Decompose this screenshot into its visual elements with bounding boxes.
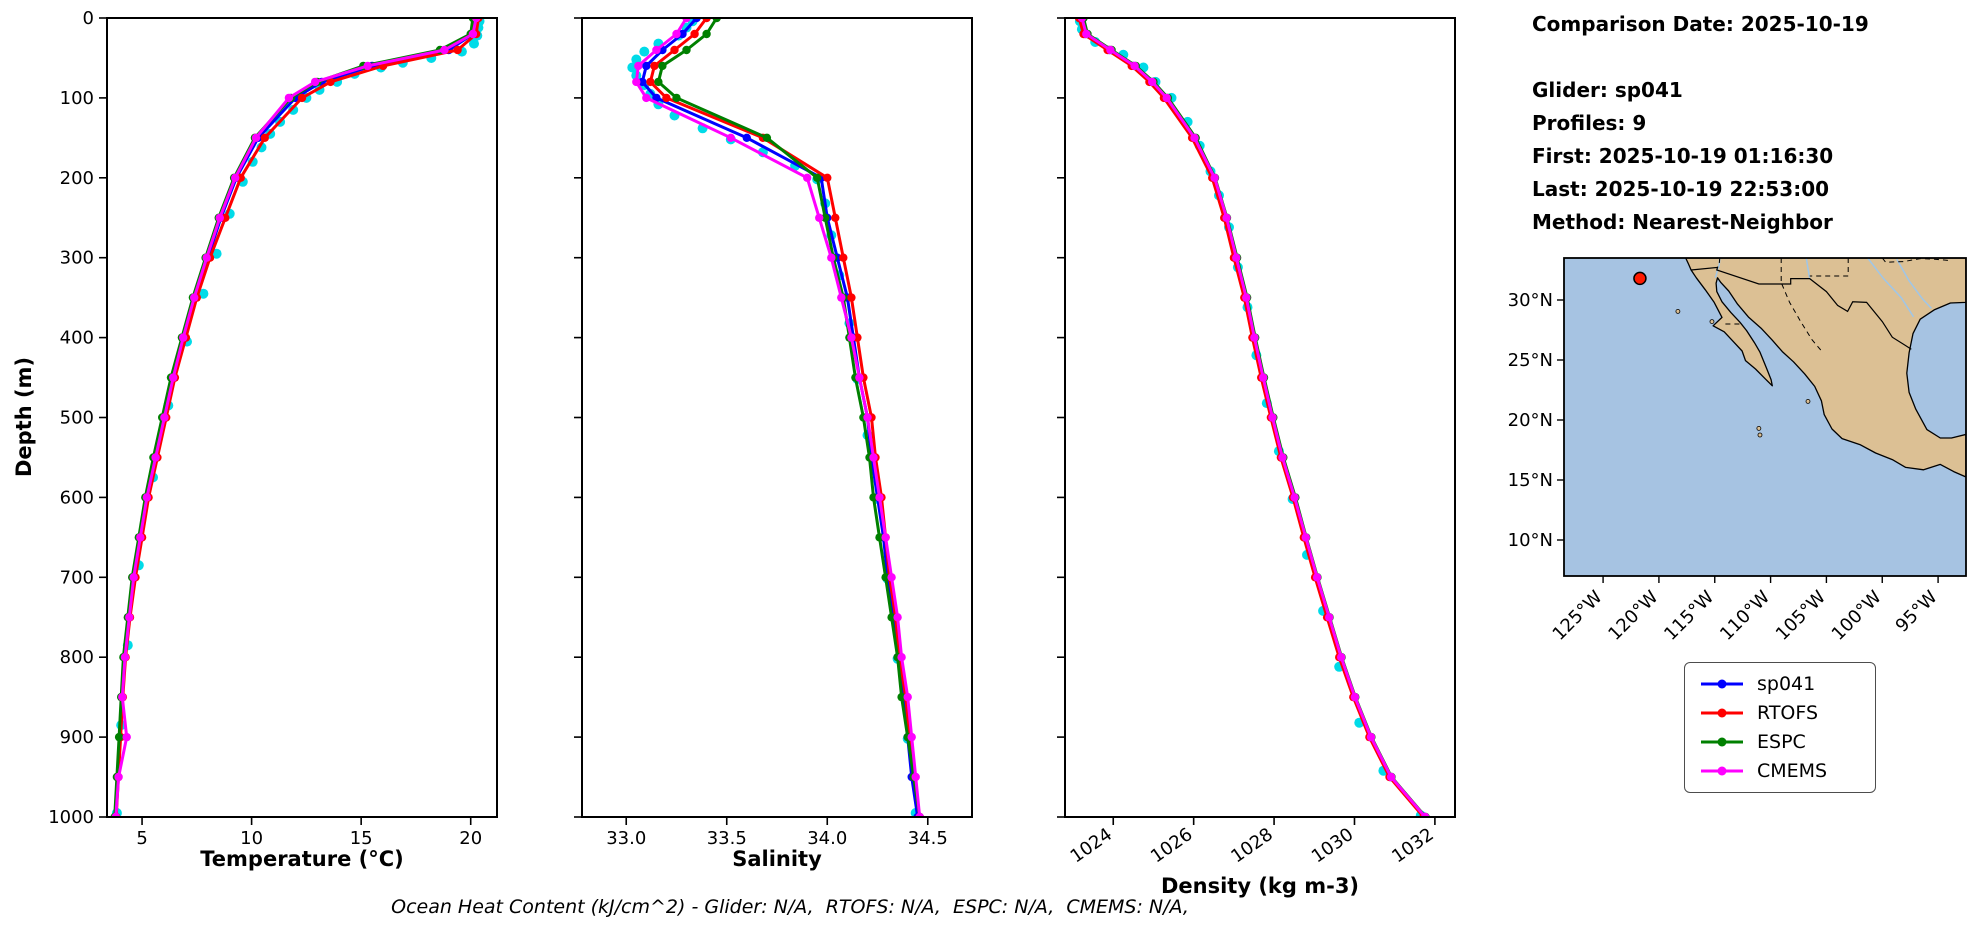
- svg-text:100°W: 100°W: [1828, 587, 1886, 645]
- svg-text:100: 100: [60, 88, 94, 109]
- temperature-profile-chart: 5 10 15 2001002003004005006007008009001000T…: [48, 8, 498, 871]
- svg-text:300: 300: [60, 248, 94, 269]
- map-lat-ticks: 30°N 25°N 20°N 15°N 10°N: [1508, 290, 1564, 551]
- river: [1805, 258, 1811, 279]
- location-map: 30°N 25°N 20°N 15°N 10°N 125°W120°W115°W110°W…: [1508, 257, 1967, 645]
- svg-text:105°W: 105°W: [1772, 587, 1830, 645]
- svg-text:33.0: 33.0: [606, 828, 646, 849]
- density-x-ticks: 1024 1026 1028 1030 1032: [1067, 817, 1438, 867]
- svg-text:5: 5: [136, 828, 147, 849]
- svg-text:1024: 1024: [1067, 824, 1117, 867]
- density-profile-chart: 1024 1026 1028 1030 1032 Density (kg m-3): [1057, 17, 1456, 898]
- glider-location-marker: [1633, 271, 1647, 286]
- svg-text:30°N: 30°N: [1508, 290, 1553, 311]
- svg-text:1000: 1000: [48, 807, 94, 828]
- svg-text:120°W: 120°W: [1604, 587, 1662, 645]
- legend: sp041 RTOFS ESPC CMEMS: [1684, 662, 1876, 793]
- profiles-count-text: Profiles: 9: [1532, 111, 1647, 135]
- method-text: Method: Nearest-Neighbor: [1532, 210, 1833, 234]
- salinity-plot-area: [627, 18, 924, 817]
- svg-text:25°N: 25°N: [1508, 350, 1553, 371]
- svg-text:1030: 1030: [1308, 824, 1358, 867]
- svg-text:10: 10: [240, 828, 263, 849]
- legend-line-sample: [1701, 679, 1743, 689]
- legend-item-ESPC: ESPC: [1699, 731, 1861, 753]
- legend-item-RTOFS: RTOFS: [1699, 702, 1861, 724]
- svg-text:10°N: 10°N: [1508, 530, 1553, 551]
- legend-line-sample: [1701, 737, 1743, 747]
- ocean-heat-content-note: Ocean Heat Content (kJ/cm^2) - Glider: N…: [391, 896, 1189, 918]
- svg-text:0: 0: [83, 8, 94, 29]
- last-profile-time-text: Last: 2025-10-19 22:53:00: [1532, 177, 1830, 201]
- svg-text:700: 700: [60, 567, 94, 588]
- island: [1675, 309, 1681, 314]
- density-plot-area: [1074, 18, 1430, 817]
- svg-text:1028: 1028: [1227, 824, 1277, 867]
- legend-item-sp041: sp041: [1699, 673, 1861, 695]
- svg-text:33.5: 33.5: [707, 828, 747, 849]
- density-series-CMEMS: [1077, 18, 1430, 817]
- svg-text:34.0: 34.0: [807, 828, 847, 849]
- state-border: [1717, 258, 1721, 268]
- map-frame: [1563, 257, 1967, 577]
- svg-text:500: 500: [60, 408, 94, 429]
- legend-line-sample: [1701, 766, 1743, 776]
- svg-text:600: 600: [60, 487, 94, 508]
- island: [1805, 398, 1811, 404]
- temperature-x-ticks: 5 10 15 20: [136, 817, 482, 849]
- salinity-x-axis-label: Salinity: [732, 847, 822, 871]
- salinity-series-ESPC: [654, 18, 924, 817]
- info-spacer: [1532, 41, 1869, 74]
- legend-item-CMEMS: CMEMS: [1699, 760, 1861, 782]
- island: [1756, 425, 1762, 431]
- svg-text:400: 400: [60, 328, 94, 349]
- svg-text:20°N: 20°N: [1508, 410, 1553, 431]
- density-y-ticks: [1057, 17, 1065, 818]
- svg-text:20: 20: [459, 828, 482, 849]
- legend-line-sample: [1701, 708, 1743, 718]
- svg-text:200: 200: [60, 168, 94, 189]
- svg-text:900: 900: [60, 727, 94, 748]
- svg-text:34.5: 34.5: [908, 828, 948, 849]
- svg-text:15°N: 15°N: [1508, 470, 1553, 491]
- island: [1709, 319, 1715, 324]
- state-border: [1809, 258, 1849, 277]
- glider-name-text: Glider: sp041: [1532, 78, 1683, 102]
- legend-label: sp041: [1757, 673, 1816, 695]
- salinity-profile-chart: 33.0 33.5 34.0 34.5 Salinity: [574, 17, 973, 871]
- temperature-x-axis-label: Temperature (°C): [200, 847, 403, 871]
- svg-text:95°W: 95°W: [1892, 587, 1942, 637]
- svg-text:15: 15: [350, 828, 373, 849]
- land-mass: [1685, 258, 1966, 478]
- svg-text:110°W: 110°W: [1716, 587, 1774, 645]
- state-border: [1781, 283, 1824, 354]
- salinity-series-CMEMS: [632, 18, 924, 817]
- first-profile-time-text: First: 2025-10-19 01:16:30: [1532, 144, 1834, 168]
- svg-text:1032: 1032: [1388, 824, 1438, 867]
- density-x-axis-label: Density (kg m-3): [1161, 874, 1359, 898]
- river: [1867, 258, 1915, 318]
- legend-label: RTOFS: [1757, 702, 1819, 724]
- temperature-y-ticks: 0 100 200 300 400 500 600 700 800 900 1000: [48, 8, 107, 828]
- info-panel: Comparison Date: 2025-10-19 Glider: sp04…: [1532, 8, 1869, 239]
- country-border: [1691, 266, 1912, 350]
- island: [1757, 432, 1763, 438]
- river: [1896, 258, 1932, 309]
- svg-text:125°W: 125°W: [1549, 587, 1607, 645]
- temperature-plot-area: [110, 18, 485, 817]
- legend-label: ESPC: [1757, 731, 1806, 753]
- svg-text:800: 800: [60, 647, 94, 668]
- svg-text:115°W: 115°W: [1660, 587, 1718, 645]
- svg-text:1026: 1026: [1147, 824, 1197, 867]
- salinity-x-ticks: 33.0 33.5 34.0 34.5: [606, 817, 948, 849]
- temperature-series-CMEMS: [111, 18, 481, 817]
- comparison-date-text: Comparison Date: 2025-10-19: [1532, 12, 1869, 36]
- legend-label: CMEMS: [1757, 760, 1828, 782]
- salinity-y-ticks: [574, 17, 582, 818]
